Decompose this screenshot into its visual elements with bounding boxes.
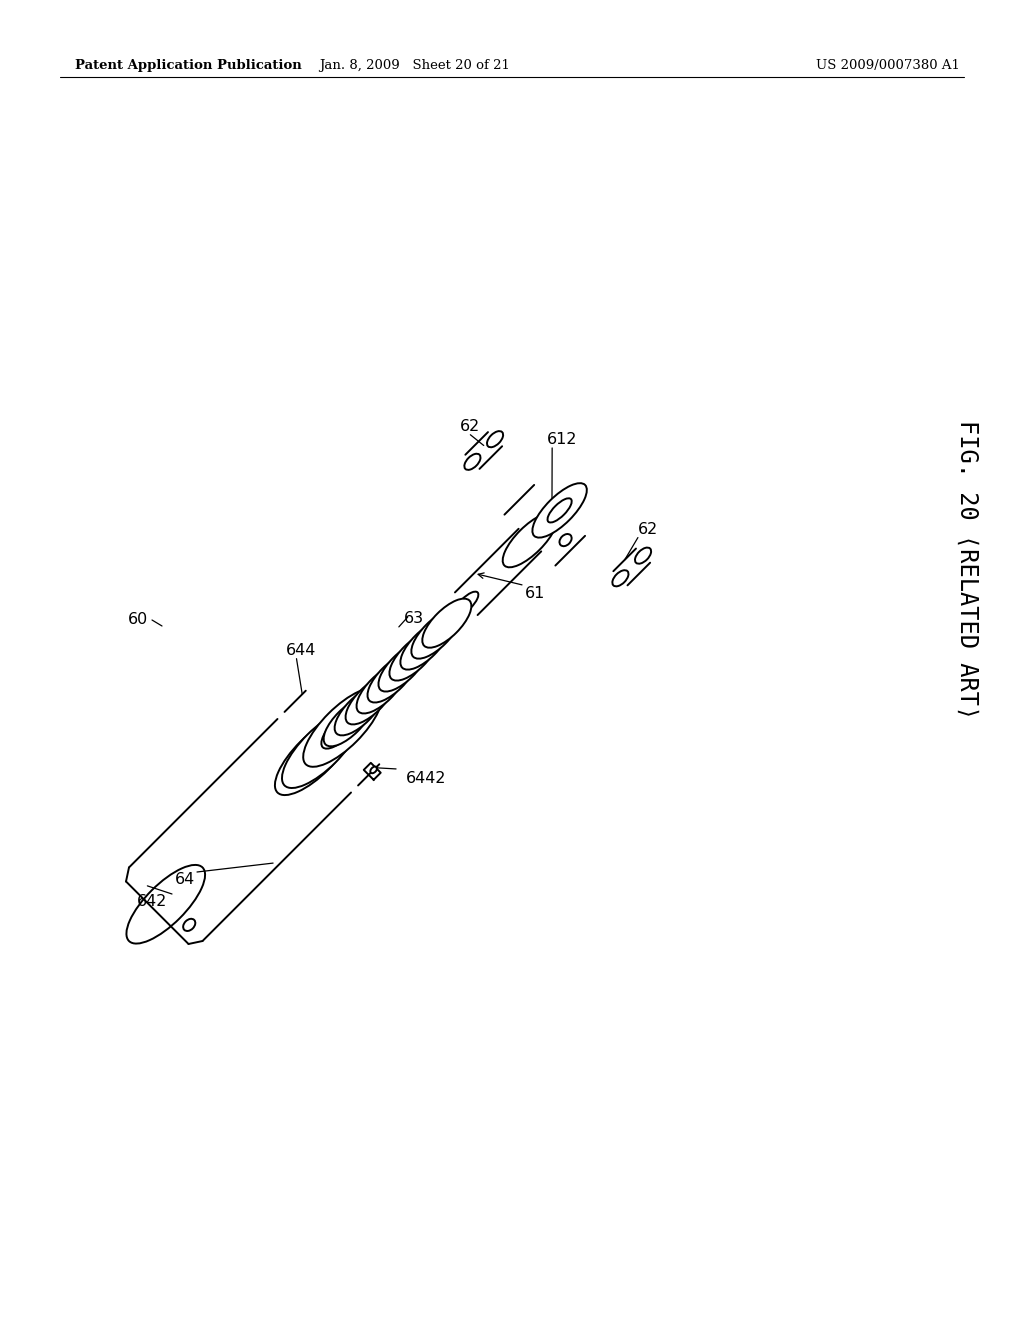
Ellipse shape (322, 706, 364, 748)
Ellipse shape (464, 454, 480, 470)
Ellipse shape (335, 686, 384, 735)
Text: 62: 62 (638, 523, 658, 537)
Ellipse shape (455, 591, 478, 616)
Ellipse shape (334, 719, 351, 737)
Ellipse shape (368, 653, 417, 702)
Ellipse shape (356, 664, 406, 714)
Text: 64: 64 (175, 873, 196, 887)
Ellipse shape (559, 535, 571, 546)
Ellipse shape (274, 717, 353, 795)
Text: 60: 60 (128, 612, 148, 627)
Ellipse shape (295, 737, 334, 775)
Ellipse shape (126, 865, 205, 944)
Ellipse shape (379, 643, 428, 692)
Ellipse shape (371, 767, 377, 774)
Text: 612: 612 (547, 433, 578, 447)
Text: Patent Application Publication: Patent Application Publication (75, 58, 302, 71)
Ellipse shape (389, 631, 438, 681)
Ellipse shape (303, 688, 382, 767)
Ellipse shape (548, 498, 571, 523)
Text: 6442: 6442 (406, 771, 446, 787)
Text: 63: 63 (403, 611, 424, 627)
Ellipse shape (532, 483, 587, 537)
Text: 642: 642 (137, 895, 167, 909)
Ellipse shape (503, 513, 557, 568)
Ellipse shape (183, 919, 196, 931)
Text: FIG. 20 ⟨RELATED ART⟩: FIG. 20 ⟨RELATED ART⟩ (955, 420, 979, 719)
Ellipse shape (400, 620, 450, 669)
Text: 644: 644 (287, 643, 316, 659)
Text: 61: 61 (524, 586, 545, 601)
Text: 62: 62 (460, 420, 480, 434)
Ellipse shape (282, 709, 360, 788)
Ellipse shape (612, 570, 629, 586)
Text: US 2009/0007380 A1: US 2009/0007380 A1 (816, 58, 961, 71)
Ellipse shape (422, 599, 471, 648)
Ellipse shape (412, 610, 461, 659)
Text: Jan. 8, 2009   Sheet 20 of 21: Jan. 8, 2009 Sheet 20 of 21 (319, 58, 510, 71)
Ellipse shape (324, 697, 373, 746)
Ellipse shape (635, 548, 651, 564)
Ellipse shape (345, 676, 394, 725)
Ellipse shape (487, 432, 503, 447)
